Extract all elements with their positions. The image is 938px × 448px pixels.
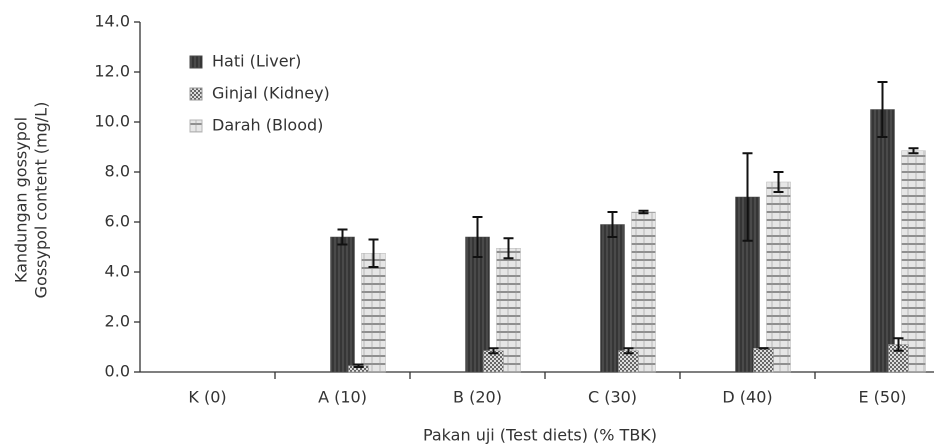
legend-label: Darah (Blood) (212, 116, 323, 135)
y-tick-label: 14.0 (94, 12, 130, 31)
bar (631, 211, 656, 373)
error-bar (893, 337, 904, 352)
error-bar (908, 147, 919, 155)
error-bar (488, 347, 499, 355)
error-bar (607, 211, 618, 238)
legend-swatch (189, 55, 203, 69)
error-bar (773, 171, 784, 193)
error-bar (472, 216, 483, 258)
x-tick-label: A (10) (318, 388, 367, 407)
bar (901, 150, 926, 373)
y-axis-label: Gossypol content (mg/L) (32, 102, 51, 299)
error-bar (368, 238, 379, 268)
legend-label: Ginjal (Kidney) (212, 84, 330, 103)
x-tick-label: E (50) (858, 388, 906, 407)
error-bar (623, 347, 634, 355)
bar (753, 348, 774, 373)
bar (330, 236, 355, 373)
x-tick-label: D (40) (722, 388, 772, 407)
y-tick-label: 8.0 (105, 162, 130, 181)
legend-swatch (189, 87, 203, 101)
error-bar (337, 228, 348, 246)
x-axis-label: Pakan uji (Test diets) (% TBK) (423, 426, 657, 445)
x-tick-label: K (0) (188, 388, 226, 407)
x-tick-label: C (30) (588, 388, 637, 407)
y-tick-label: 6.0 (105, 212, 130, 231)
legend-swatch (189, 119, 203, 133)
error-bar (638, 209, 649, 215)
error-bar (742, 152, 753, 242)
y-tick-label: 4.0 (105, 262, 130, 281)
error-bar (503, 237, 514, 260)
bar (870, 109, 895, 373)
x-tick-label: B (20) (453, 388, 502, 407)
error-bar (877, 81, 888, 138)
legend-label: Hati (Liver) (212, 52, 301, 71)
y-axis-label: Kandungan gossypol (12, 117, 31, 283)
y-tick-label: 12.0 (94, 62, 130, 81)
bar (766, 181, 791, 373)
y-tick-label: 0.0 (105, 362, 130, 381)
bar (465, 236, 490, 373)
y-tick-label: 2.0 (105, 312, 130, 331)
y-tick-label: 10.0 (94, 112, 130, 131)
error-bar (353, 363, 364, 368)
bar (361, 253, 386, 373)
bar (600, 224, 625, 373)
